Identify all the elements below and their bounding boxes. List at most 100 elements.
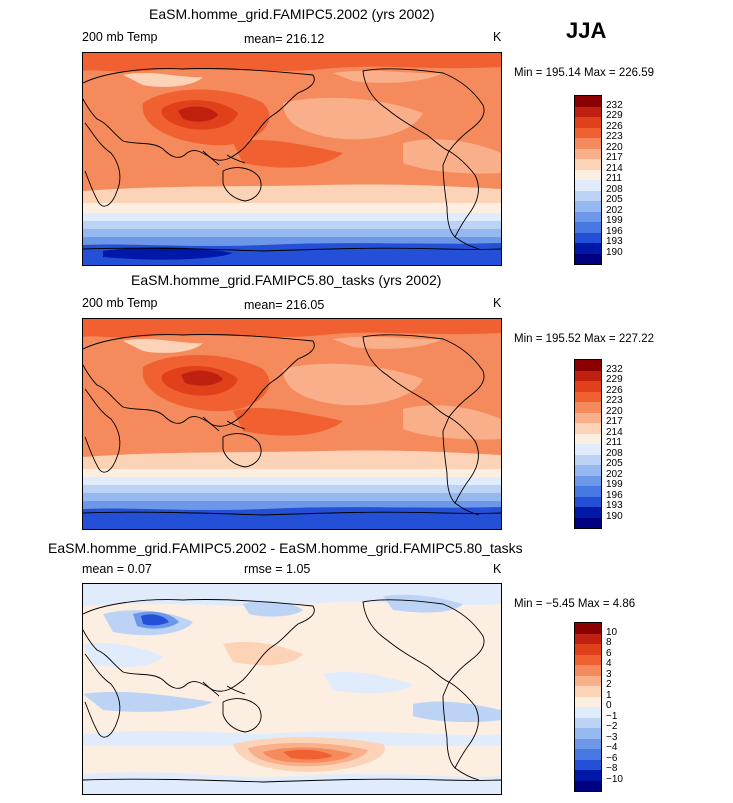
colorbar-segment [575,402,601,413]
panel-2-field-label: 200 mb Temp [82,296,158,310]
colorbar-segment [575,138,601,149]
colorbar-tick-label: 226 [606,384,623,396]
colorbar-tick-label: 196 [606,225,623,237]
colorbar-segment [575,728,601,739]
panel-1-field-label: 200 mb Temp [82,30,158,44]
colorbar-segment [575,759,601,770]
colorbar-tick-label: −1 [606,710,618,722]
colorbar-segment [575,253,601,264]
panel-3-rmse: rmse = 1.05 [244,562,311,576]
panel-3-map [82,583,502,795]
colorbar-segment [575,454,601,465]
colorbar-tick-label: 0 [606,700,612,711]
colorbar-segment [575,96,601,107]
colorbar-segment [575,444,601,455]
panel-3-units: K [493,562,502,576]
colorbar-segment [575,190,601,201]
colorbar-tick-label: 226 [606,120,623,132]
colorbar-segment [575,465,601,476]
colorbar-segment [575,475,601,486]
colorbar-segment [575,360,601,371]
panel-2-title: EaSM.homme_grid.FAMIPC5.80_tasks (yrs 20… [131,272,442,288]
colorbar-tick-label: −8 [606,763,618,774]
colorbar-segment [575,623,601,634]
colorbar-segment [575,749,601,760]
colorbar-tick-label: 2 [606,679,612,690]
season-label: JJA [566,18,607,43]
colorbar-tick-label: 6 [606,647,612,659]
colorbar-segment [575,675,601,686]
colorbar-tick-label: 223 [606,395,623,406]
colorbar-tick-label: −2 [606,721,618,732]
colorbar-tick-label: 10 [606,626,618,638]
colorbar-segment [575,433,601,444]
panel-1-minmax: Min = 195.14 Max = 226.59 [514,67,655,79]
colorbar-segment [575,127,601,138]
panel-2-units: K [493,296,502,310]
panel-2-colorbar [574,359,602,529]
panel-1-colorbar [574,95,602,265]
colorbar-segment [575,232,601,243]
colorbar-segment [575,665,601,676]
colorbar-segment [575,496,601,507]
panel-1-title: EaSM.homme_grid.FAMIPC5.2002 (yrs 2002) [149,6,435,22]
colorbar-tick-label: 190 [606,510,623,522]
colorbar-tick-label: 196 [606,489,623,501]
colorbar-segment [575,780,601,791]
colorbar-tick-label: 3 [606,668,612,680]
panel-1-mean: mean= 216.12 [244,32,325,46]
colorbar-tick-label: −3 [606,731,618,743]
panel-3-minmax: Min = −5.45 Max = 4.86 [514,598,636,610]
colorbar-segment [575,159,601,170]
colorbar-segment [575,486,601,497]
colorbar-segment [575,169,601,180]
colorbar-segment [575,391,601,402]
panel-2-map [82,318,502,530]
colorbar-tick-label: 202 [606,204,623,216]
colorbar-tick-label: 214 [606,426,623,438]
colorbar-segment [575,738,601,749]
colorbar-tick-label: 205 [606,458,623,469]
colorbar-segment [575,507,601,518]
colorbar-tick-label: 229 [606,374,623,385]
colorbar-tick-label: 205 [606,194,623,205]
colorbar-segment [575,222,601,233]
panel-3-title: EaSM.homme_grid.FAMIPC5.2002 - EaSM.homm… [48,540,523,556]
colorbar-segment [575,423,601,434]
colorbar-segment [575,686,601,697]
colorbar-tick-label: 211 [606,437,622,448]
colorbar-segment [575,117,601,128]
panel-1-map [82,52,502,266]
colorbar-tick-label: 193 [606,236,623,247]
colorbar-segment [575,770,601,781]
colorbar-segment [575,243,601,254]
colorbar-segment [575,654,601,665]
colorbar-tick-label: 199 [606,479,623,490]
colorbar-tick-label: 211 [606,173,622,184]
colorbar-tick-label: 217 [606,152,623,163]
colorbar-segment [575,106,601,117]
colorbar-segment [575,201,601,212]
colorbar-tick-label: 217 [606,416,623,427]
colorbar-segment [575,644,601,655]
colorbar-tick-label: 208 [606,183,623,195]
colorbar-tick-label: 214 [606,162,623,174]
colorbar-tick-label: 199 [606,215,623,226]
colorbar-tick-label: 202 [606,468,623,480]
colorbar-tick-label: 4 [606,658,612,669]
colorbar-tick-label: 232 [606,363,623,375]
colorbar-segment [575,707,601,718]
colorbar-segment [575,717,601,728]
colorbar-tick-label: 220 [606,141,623,153]
colorbar-tick-label: 1 [606,689,612,701]
panel-2-minmax: Min = 195.52 Max = 227.22 [514,333,655,345]
colorbar-segment [575,696,601,707]
colorbar-segment [575,517,601,528]
colorbar-tick-label: 220 [606,405,623,417]
panel-3-mean: mean = 0.07 [82,562,152,576]
colorbar-segment [575,381,601,392]
colorbar-tick-label: 190 [606,246,623,258]
colorbar-segment [575,148,601,159]
colorbar-tick-label: −10 [606,773,623,785]
panel-3-colorbar [574,622,602,792]
